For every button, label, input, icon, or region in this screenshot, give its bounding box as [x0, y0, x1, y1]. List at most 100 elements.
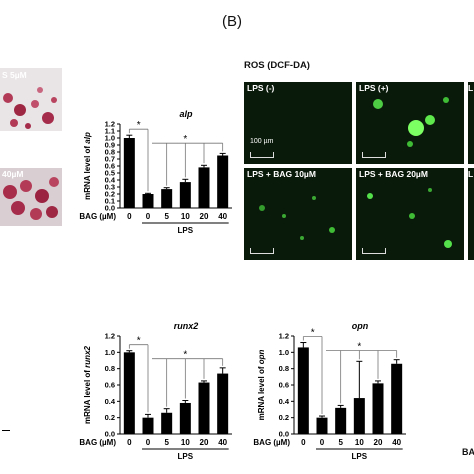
y-tick-label: 0.0	[105, 204, 115, 213]
bar	[123, 352, 135, 434]
bar	[316, 417, 328, 434]
sig-star: *	[137, 120, 141, 131]
left-axis-stub	[2, 430, 10, 431]
y-tick-label: 0.8	[105, 364, 115, 373]
stain-top-label: S 5µM	[2, 70, 27, 80]
x-tick-label: 0	[146, 212, 151, 221]
y-tick-label: 1.2	[105, 120, 115, 129]
y-tick-label: 0.6	[105, 162, 115, 171]
y-tick-label: 0.8	[279, 364, 289, 373]
ros-panel-lps-bag10: LPS + BAG 10µM	[244, 168, 352, 260]
y-tick-label: 1.2	[105, 332, 115, 341]
ros-panel-lps-neg: LPS (-) 100 µm	[244, 82, 352, 164]
bar	[297, 347, 309, 434]
y-tick-label: 1.1	[105, 127, 115, 136]
y-tick-label: 1.0	[279, 348, 289, 357]
y-label-prefix: mRNA level of	[83, 144, 92, 200]
x-tick-label: 10	[355, 438, 364, 447]
y-tick-label: 0.2	[105, 413, 115, 422]
ros-title: ROS (DCF-DA)	[244, 60, 310, 71]
edge-bottom-right-label: BA	[462, 447, 474, 457]
scale-bar	[362, 248, 386, 254]
y-tick-label: 0.1	[105, 197, 115, 206]
sig-star: *	[311, 328, 315, 339]
bar	[335, 407, 347, 434]
x-tick-label: 20	[200, 212, 209, 221]
bar	[391, 363, 403, 434]
y-label-gene: runx2	[83, 345, 92, 367]
stained-image-top: S 5µM	[0, 68, 62, 131]
x-tick-label: 0	[127, 438, 132, 447]
x-tick-label: 0	[146, 438, 151, 447]
x-group-label: BAG (µM)	[253, 438, 290, 447]
fluorescent-cells	[367, 188, 452, 248]
bar	[372, 383, 384, 434]
sig-star: *	[183, 350, 187, 361]
bar	[198, 382, 210, 434]
x-tick-label: 0	[127, 212, 132, 221]
scale-bar	[250, 248, 274, 254]
y-tick-label: 0.9	[105, 141, 115, 150]
ros-panel-partial-bottom: L	[468, 168, 474, 260]
y-tick-label: 0.4	[105, 397, 116, 406]
stained-image-bottom: 40µM	[0, 168, 62, 226]
x-group-label: BAG (µM)	[79, 438, 116, 447]
x-tick-label: 40	[392, 438, 401, 447]
x-tick-label: 0	[320, 438, 325, 447]
bar	[179, 402, 191, 434]
y-tick-label: 1.0	[105, 134, 115, 143]
bar	[161, 412, 173, 434]
scale-bar	[250, 152, 274, 158]
x-tick-label: 10	[181, 438, 190, 447]
y-tick-label: 0.3	[105, 183, 115, 192]
y-tick-label: 0.6	[279, 381, 289, 390]
stain-bottom-label: 40µM	[2, 169, 24, 179]
ros-panel-partial-top: L	[468, 82, 474, 164]
y-tick-label: 0.6	[105, 381, 115, 390]
x-tick-label: 40	[218, 438, 227, 447]
x-sublabel: LPS	[352, 452, 368, 461]
y-tick-label: 0.4	[105, 176, 116, 185]
ros-panel-label: L	[468, 169, 474, 179]
x-group-label: BAG (µM)	[79, 212, 116, 221]
y-axis-label: mRNA level of runx2	[83, 345, 92, 424]
y-tick-label: 1.0	[105, 348, 115, 357]
chart-title: alp	[179, 109, 193, 119]
sig-star: *	[357, 342, 361, 353]
scale-bar	[362, 152, 386, 158]
x-tick-label: 5	[164, 212, 169, 221]
y-axis-label: mRNA level of alp	[83, 132, 92, 200]
bar	[217, 373, 229, 434]
sig-star: *	[183, 134, 187, 145]
x-tick-label: 20	[374, 438, 383, 447]
ros-panel-label: LPS (-)	[247, 83, 275, 93]
y-tick-label: 0.7	[105, 155, 115, 164]
chart-title: runx2	[174, 321, 199, 331]
stain-top-svg	[0, 68, 62, 131]
ros-panel-label: LPS + BAG 10µM	[247, 169, 316, 179]
x-tick-label: 5	[338, 438, 343, 447]
bar	[123, 138, 135, 208]
ros-panel-label: L	[468, 83, 474, 93]
y-label-prefix: mRNA level of	[257, 364, 266, 420]
sig-star: *	[137, 336, 141, 347]
ros-panel-lps-bag20: LPS + BAG 20µM	[356, 168, 464, 260]
x-tick-label: 20	[200, 438, 209, 447]
bar	[353, 398, 365, 434]
bar	[179, 182, 191, 208]
y-tick-label: 0.0	[279, 430, 289, 439]
alp-bar-chart: alp0.00.10.20.30.40.50.60.70.80.91.01.11…	[79, 109, 232, 235]
x-tick-label: 5	[164, 438, 169, 447]
fluorescent-cells	[373, 97, 449, 147]
ros-panel-lps-pos: LPS (+)	[356, 82, 464, 164]
bar	[142, 194, 154, 208]
x-tick-label: 40	[218, 212, 227, 221]
chart-title: opn	[352, 322, 369, 331]
y-tick-label: 0.2	[279, 413, 289, 422]
stain-bottom-svg	[0, 168, 62, 226]
fluorescent-cells	[259, 196, 335, 240]
bar	[161, 189, 173, 208]
bar	[142, 417, 154, 434]
x-sublabel: LPS	[178, 452, 194, 461]
ros-panel-label: LPS (+)	[359, 83, 389, 93]
